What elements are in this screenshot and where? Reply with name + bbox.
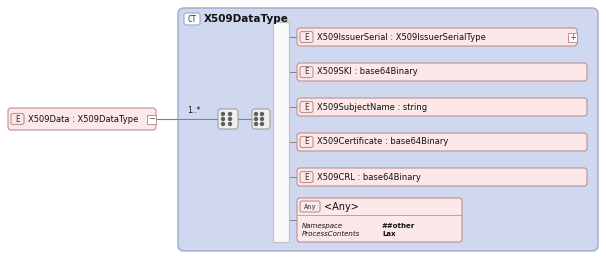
Circle shape <box>255 117 258 121</box>
FancyBboxPatch shape <box>11 114 24 124</box>
Circle shape <box>228 123 231 125</box>
FancyBboxPatch shape <box>300 102 313 113</box>
Circle shape <box>261 117 264 121</box>
FancyBboxPatch shape <box>297 133 587 151</box>
Text: Any: Any <box>304 204 316 209</box>
Text: E: E <box>304 137 309 146</box>
Bar <box>568 32 577 41</box>
Bar <box>273 22 289 242</box>
Text: E: E <box>304 103 309 112</box>
Text: X509SubjectName : string: X509SubjectName : string <box>317 103 427 112</box>
FancyBboxPatch shape <box>252 109 270 129</box>
Text: Namespace: Namespace <box>302 223 343 229</box>
FancyBboxPatch shape <box>300 136 313 148</box>
Text: CT: CT <box>187 14 196 23</box>
Text: −: − <box>148 115 155 124</box>
Text: ProcessContents: ProcessContents <box>302 231 360 237</box>
FancyBboxPatch shape <box>297 198 462 242</box>
Circle shape <box>228 117 231 121</box>
FancyBboxPatch shape <box>218 109 238 129</box>
Text: 1..*: 1..* <box>187 106 201 115</box>
Circle shape <box>222 123 224 125</box>
FancyBboxPatch shape <box>300 171 313 182</box>
FancyBboxPatch shape <box>300 67 313 78</box>
Text: X509Data : X509DataType: X509Data : X509DataType <box>28 115 138 124</box>
Circle shape <box>222 113 224 115</box>
Circle shape <box>228 113 231 115</box>
Circle shape <box>261 113 264 115</box>
FancyBboxPatch shape <box>184 13 200 25</box>
FancyBboxPatch shape <box>178 8 598 251</box>
Circle shape <box>261 123 264 125</box>
Text: E: E <box>304 172 309 181</box>
Circle shape <box>255 123 258 125</box>
FancyBboxPatch shape <box>297 98 587 116</box>
FancyBboxPatch shape <box>297 168 587 186</box>
FancyBboxPatch shape <box>300 32 313 42</box>
Text: Lax: Lax <box>382 231 396 237</box>
Text: X509Certificate : base64Binary: X509Certificate : base64Binary <box>317 137 448 146</box>
Text: <Any>: <Any> <box>324 201 359 212</box>
Circle shape <box>255 113 258 115</box>
FancyBboxPatch shape <box>300 201 320 212</box>
FancyBboxPatch shape <box>8 108 156 130</box>
FancyBboxPatch shape <box>297 63 587 81</box>
Text: X509IssuerSerial : X509IssuerSerialType: X509IssuerSerial : X509IssuerSerialType <box>317 32 486 41</box>
Text: +: + <box>569 32 576 41</box>
Text: E: E <box>304 68 309 77</box>
Circle shape <box>222 117 224 121</box>
Text: X509DataType: X509DataType <box>204 14 289 24</box>
Text: ##other: ##other <box>382 223 415 229</box>
Text: X509CRL : base64Binary: X509CRL : base64Binary <box>317 172 421 181</box>
Text: E: E <box>15 115 20 124</box>
FancyBboxPatch shape <box>297 28 577 46</box>
Text: E: E <box>304 32 309 41</box>
Text: X509SKI : base64Binary: X509SKI : base64Binary <box>317 68 418 77</box>
Bar <box>147 115 156 124</box>
